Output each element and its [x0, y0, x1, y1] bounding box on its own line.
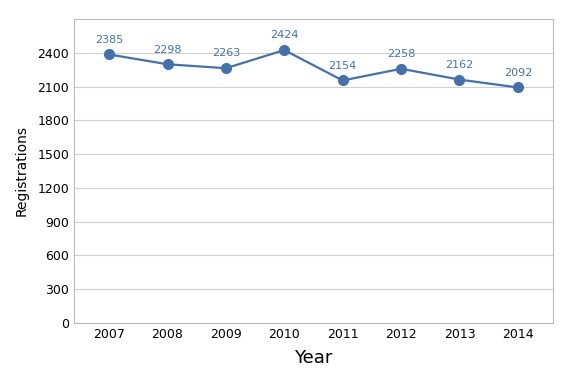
Text: 2092: 2092	[504, 68, 532, 78]
Text: 2162: 2162	[445, 60, 474, 70]
Text: 2154: 2154	[328, 61, 357, 71]
Text: 2424: 2424	[270, 30, 299, 40]
X-axis label: Year: Year	[294, 349, 333, 367]
Text: 2385: 2385	[95, 35, 123, 45]
Text: 2263: 2263	[212, 49, 240, 59]
Y-axis label: Registrations: Registrations	[15, 125, 29, 217]
Text: 2298: 2298	[153, 44, 182, 55]
Text: 2258: 2258	[387, 49, 416, 59]
